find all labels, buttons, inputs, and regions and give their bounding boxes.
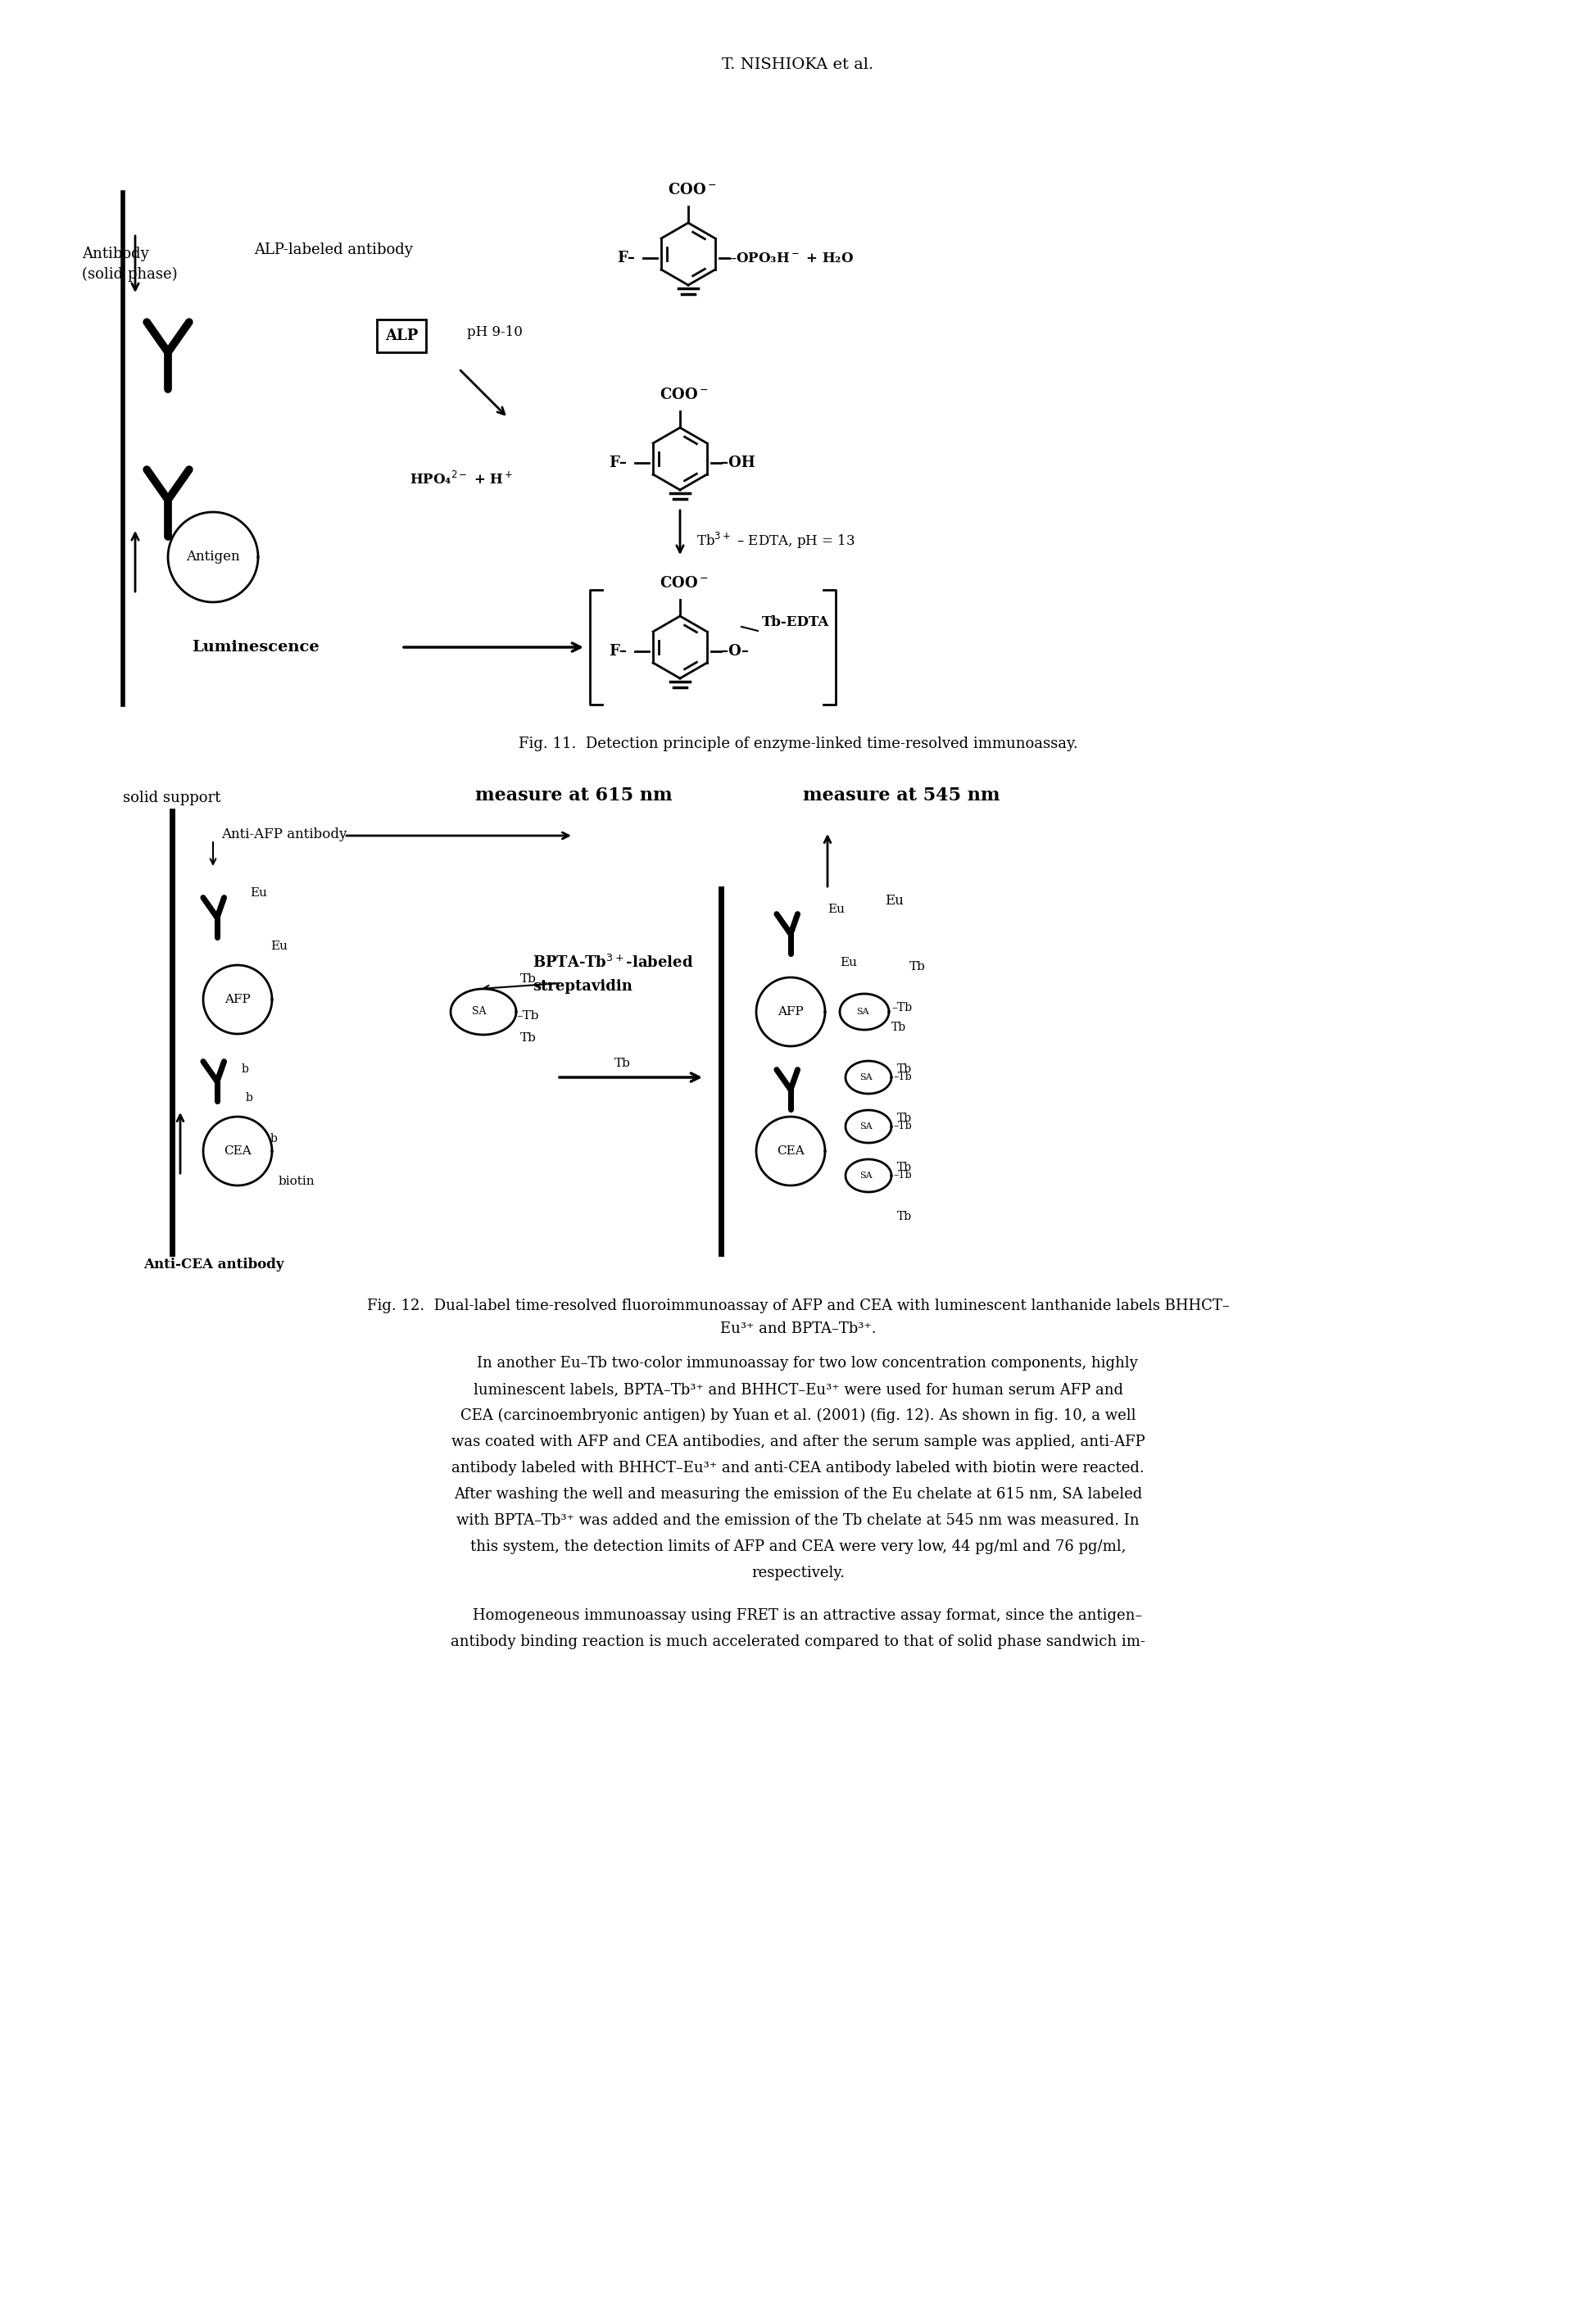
Text: this system, the detection limits of AFP and CEA were very low, 44 pg/ml and 76 : this system, the detection limits of AFP…	[471, 1539, 1125, 1555]
Text: b: b	[246, 1093, 254, 1102]
Text: HPO₄$^{2-}$ + H$^+$: HPO₄$^{2-}$ + H$^+$	[410, 471, 514, 487]
Text: AFP: AFP	[777, 1005, 804, 1017]
Text: –Tb: –Tb	[516, 1010, 539, 1021]
Text: Eu: Eu	[270, 940, 287, 952]
Text: Antibody: Antibody	[81, 246, 148, 262]
Text: solid support: solid support	[123, 791, 220, 805]
FancyBboxPatch shape	[377, 320, 426, 353]
Text: was coated with AFP and CEA antibodies, and after the serum sample was applied, : was coated with AFP and CEA antibodies, …	[452, 1434, 1144, 1448]
Text: Eu: Eu	[839, 956, 857, 968]
Text: Tb: Tb	[897, 1112, 911, 1123]
Text: Tb: Tb	[910, 961, 926, 972]
Text: Tb: Tb	[897, 1163, 911, 1172]
Polygon shape	[203, 966, 271, 1033]
Text: ALP: ALP	[385, 330, 418, 344]
Text: CEA: CEA	[223, 1144, 252, 1156]
Text: Antigen: Antigen	[187, 550, 239, 564]
Text: antibody binding reaction is much accelerated compared to that of solid phase sa: antibody binding reaction is much accele…	[450, 1634, 1146, 1650]
Text: (solid phase): (solid phase)	[81, 267, 177, 281]
Polygon shape	[757, 977, 825, 1047]
Text: After washing the well and measuring the emission of the Eu chelate at 615 nm, S: After washing the well and measuring the…	[453, 1488, 1143, 1502]
Text: F–: F–	[608, 643, 627, 659]
Text: In another Eu–Tb two-color immunoassay for two low concentration components, hig: In another Eu–Tb two-color immunoassay f…	[458, 1355, 1138, 1372]
Polygon shape	[168, 513, 259, 601]
Text: F–: F–	[608, 455, 627, 471]
Text: b: b	[241, 1063, 249, 1075]
Text: Tb: Tb	[520, 1033, 536, 1044]
Text: Eu: Eu	[827, 903, 844, 914]
Text: SA: SA	[860, 1172, 873, 1179]
Text: with BPTA–Tb³⁺ was added and the emission of the Tb chelate at 545 nm was measur: with BPTA–Tb³⁺ was added and the emissio…	[456, 1513, 1140, 1527]
Text: –Tb: –Tb	[894, 1072, 911, 1082]
Text: respectively.: respectively.	[752, 1567, 844, 1581]
Text: CEA (carcinoembryonic antigen) by Yuan et al. (2001) (fig. 12). As shown in fig.: CEA (carcinoembryonic antigen) by Yuan e…	[460, 1409, 1136, 1423]
Text: AFP: AFP	[225, 993, 251, 1005]
Text: COO$^-$: COO$^-$	[667, 183, 717, 197]
Text: b: b	[270, 1133, 278, 1144]
Text: Tb: Tb	[614, 1058, 630, 1070]
Text: T. NISHIOKA et al.: T. NISHIOKA et al.	[721, 58, 875, 72]
Polygon shape	[846, 1109, 892, 1142]
Text: Eu: Eu	[884, 894, 903, 908]
Text: measure at 545 nm: measure at 545 nm	[803, 787, 999, 805]
Polygon shape	[846, 1061, 892, 1093]
Text: COO$^-$: COO$^-$	[659, 576, 709, 592]
Text: Anti-CEA antibody: Anti-CEA antibody	[144, 1258, 284, 1272]
Text: –OH: –OH	[721, 455, 755, 471]
Polygon shape	[839, 993, 889, 1031]
Text: –Tb: –Tb	[894, 1170, 911, 1181]
Text: Fig. 12.  Dual-label time-resolved fluoroimmunoassay of AFP and CEA with lumines: Fig. 12. Dual-label time-resolved fluoro…	[367, 1297, 1229, 1314]
Text: antibody labeled with BHHCT–Eu³⁺ and anti-CEA antibody labeled with biotin were : antibody labeled with BHHCT–Eu³⁺ and ant…	[452, 1460, 1144, 1476]
Text: Tb$^{3+}$ – EDTA, pH = 13: Tb$^{3+}$ – EDTA, pH = 13	[696, 532, 855, 550]
Text: COO$^-$: COO$^-$	[659, 388, 709, 402]
Text: Fig. 11.  Detection principle of enzyme-linked time-resolved immunoassay.: Fig. 11. Detection principle of enzyme-l…	[519, 736, 1077, 752]
Text: –Tb: –Tb	[892, 1003, 911, 1014]
Text: SA: SA	[860, 1072, 873, 1082]
Text: ALP-labeled antibody: ALP-labeled antibody	[254, 241, 413, 258]
Text: –O–: –O–	[721, 643, 749, 659]
Polygon shape	[757, 1116, 825, 1186]
Polygon shape	[846, 1158, 892, 1193]
Text: –Tb: –Tb	[894, 1121, 911, 1133]
Polygon shape	[203, 1116, 271, 1186]
Text: biotin: biotin	[279, 1177, 314, 1186]
Text: Eu³⁺ and BPTA–Tb³⁺.: Eu³⁺ and BPTA–Tb³⁺.	[720, 1321, 876, 1337]
Text: pH 9-10: pH 9-10	[468, 325, 522, 339]
Text: CEA: CEA	[777, 1144, 804, 1156]
Text: BPTA-Tb$^{3+}$-labeled: BPTA-Tb$^{3+}$-labeled	[533, 954, 693, 970]
Text: –OPO₃H$^-$ + H₂O: –OPO₃H$^-$ + H₂O	[729, 251, 854, 265]
Text: Homogeneous immunoassay using FRET is an attractive assay format, since the anti: Homogeneous immunoassay using FRET is an…	[453, 1608, 1143, 1622]
Text: SA: SA	[857, 1007, 870, 1017]
Text: Tb: Tb	[897, 1212, 911, 1223]
Text: SA: SA	[472, 1007, 487, 1017]
Text: F–: F–	[618, 251, 635, 265]
Text: Tb: Tb	[897, 1063, 911, 1075]
Text: Tb: Tb	[520, 972, 536, 984]
Text: measure at 615 nm: measure at 615 nm	[476, 787, 672, 805]
Text: Tb-EDTA: Tb-EDTA	[761, 615, 830, 629]
Text: SA: SA	[860, 1123, 873, 1130]
Text: Luminescence: Luminescence	[192, 641, 319, 655]
Text: Tb: Tb	[892, 1021, 907, 1033]
Text: Eu: Eu	[251, 887, 267, 898]
Polygon shape	[450, 989, 516, 1035]
Text: luminescent labels, BPTA–Tb³⁺ and BHHCT–Eu³⁺ were used for human serum AFP and: luminescent labels, BPTA–Tb³⁺ and BHHCT–…	[472, 1381, 1124, 1397]
Text: streptavidin: streptavidin	[533, 979, 632, 993]
Text: Anti-AFP antibody: Anti-AFP antibody	[222, 829, 346, 843]
